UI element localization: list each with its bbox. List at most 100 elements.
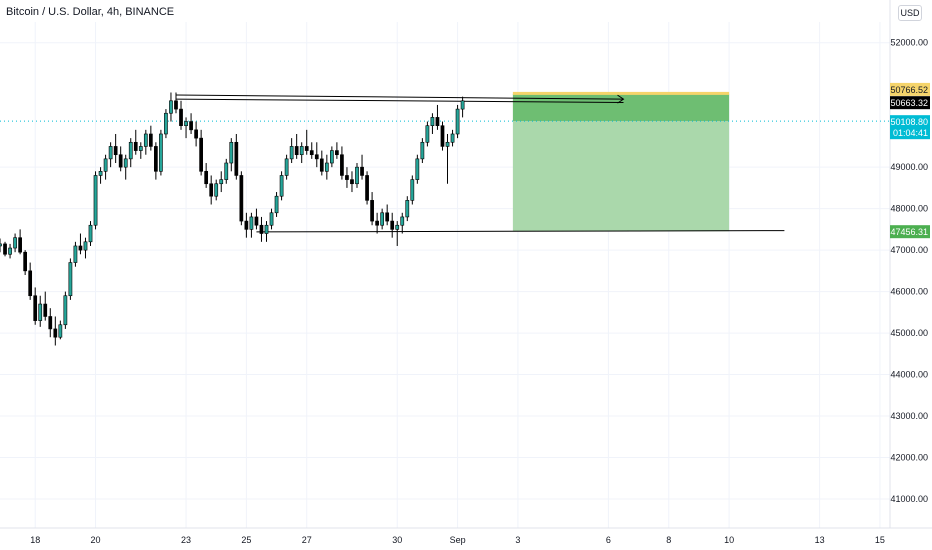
candle-body xyxy=(380,212,385,226)
candle-body xyxy=(234,141,239,176)
target-line xyxy=(512,91,730,95)
candle-body xyxy=(274,195,279,214)
currency-button[interactable]: USD xyxy=(898,5,922,21)
candle-body xyxy=(249,216,254,230)
y-tick-label: 49000.00 xyxy=(890,162,928,172)
y-tick-label: 47000.00 xyxy=(890,245,928,255)
resistance-line-1 xyxy=(175,94,624,100)
candle-body xyxy=(164,112,168,135)
candle-body xyxy=(410,179,415,201)
candle-body xyxy=(239,175,244,222)
candle-body xyxy=(279,175,284,197)
candle-body xyxy=(254,216,259,226)
candle-body xyxy=(219,179,224,185)
candle-body xyxy=(355,166,359,185)
x-tick-label: 6 xyxy=(606,535,611,545)
candle-body xyxy=(184,121,188,126)
y-tick-label: 45000.00 xyxy=(890,328,928,338)
candle-body xyxy=(174,100,178,110)
candle-body xyxy=(360,166,364,176)
candle-body xyxy=(159,133,163,172)
x-tick-label: 27 xyxy=(302,535,312,545)
candle-body xyxy=(350,179,354,185)
x-tick-label: 3 xyxy=(515,535,520,545)
candle-body xyxy=(179,108,183,126)
candle-body xyxy=(294,146,299,156)
candle-body xyxy=(345,175,349,180)
candle-body xyxy=(440,125,445,147)
candle-body xyxy=(189,121,193,131)
resistance-line-2 xyxy=(175,98,624,103)
candle-body xyxy=(98,171,103,176)
candle-body xyxy=(324,162,329,172)
price-label-last-price xyxy=(890,115,930,140)
candle-body xyxy=(108,146,113,160)
candle-body xyxy=(390,220,395,230)
candle-body xyxy=(435,117,440,126)
candle-body xyxy=(88,224,93,243)
candle-body xyxy=(430,117,435,126)
candle-body xyxy=(385,212,390,222)
candle-body xyxy=(214,183,219,197)
candle-body xyxy=(450,133,455,143)
candle-body xyxy=(289,146,294,160)
candle-body xyxy=(415,158,420,180)
candle-body xyxy=(309,150,314,156)
candle-body xyxy=(128,141,133,160)
candle-body xyxy=(58,324,63,338)
candle-body xyxy=(199,137,203,172)
candle-body xyxy=(314,154,319,160)
x-tick-label: 30 xyxy=(392,535,402,545)
y-tick-label: 46000.00 xyxy=(890,287,928,297)
countdown-text: 01:04:41 xyxy=(893,128,928,138)
y-tick-label: 44000.00 xyxy=(890,370,928,380)
x-tick-label: 23 xyxy=(181,535,191,545)
candle-body xyxy=(330,150,334,164)
candle-body xyxy=(395,224,400,230)
candle-body xyxy=(63,295,68,326)
candle-body xyxy=(8,247,12,255)
price-label-text: 50663.32 xyxy=(890,98,928,108)
candle-body xyxy=(38,303,43,321)
candle-body xyxy=(33,295,38,321)
candle-body xyxy=(204,171,209,185)
candle-body xyxy=(68,262,73,297)
price-label-target xyxy=(890,82,930,96)
candle-body xyxy=(3,243,7,255)
candle-body xyxy=(455,108,460,135)
candle-body xyxy=(340,154,344,176)
candle-body xyxy=(445,141,450,147)
candle-body xyxy=(304,146,309,151)
candle-body xyxy=(375,220,379,226)
candle-body xyxy=(148,133,153,147)
y-tick-label: 43000.00 xyxy=(890,411,928,421)
candle-body xyxy=(259,224,264,234)
candle-body xyxy=(269,212,274,226)
y-tick-label: 42000.00 xyxy=(890,452,928,462)
candle-body xyxy=(365,175,369,201)
candle-body xyxy=(154,146,158,172)
support-line xyxy=(256,230,785,233)
price-label-resistance xyxy=(890,96,930,110)
x-tick-label: 8 xyxy=(666,535,671,545)
y-tick-label: 52000.00 xyxy=(890,38,928,48)
candle-body xyxy=(400,216,405,226)
candle-body xyxy=(229,141,234,164)
candle-body xyxy=(209,183,214,197)
candle-body xyxy=(133,141,138,151)
candle-body xyxy=(405,200,410,218)
candle-body xyxy=(103,158,108,172)
x-tick-label: 25 xyxy=(241,535,251,545)
x-tick-label: 10 xyxy=(724,535,734,545)
candle-body xyxy=(319,158,324,172)
candle-body xyxy=(335,150,339,156)
candle-body xyxy=(299,146,304,156)
candle-body xyxy=(460,100,465,110)
candle-body xyxy=(224,162,229,180)
candle-body xyxy=(370,200,374,222)
candle-body xyxy=(284,158,289,176)
candle-body xyxy=(113,146,118,156)
candle-body xyxy=(420,141,425,160)
